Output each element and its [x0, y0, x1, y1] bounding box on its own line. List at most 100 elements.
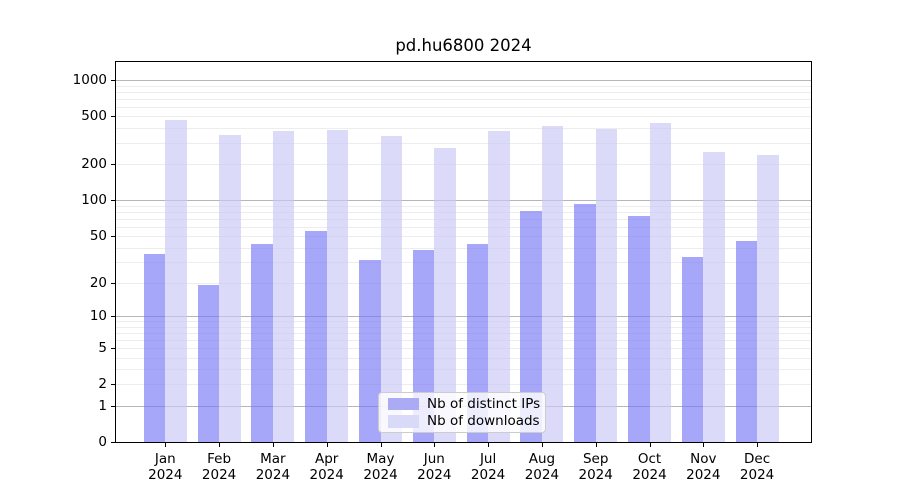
gridline-minor-4: [116, 357, 811, 359]
legend-swatch-downloads: [388, 415, 419, 428]
bar-distinct-ips-may: [359, 260, 381, 442]
gridline-minor-5: [116, 348, 811, 350]
x-tick-mark-jun: [434, 443, 436, 447]
legend-swatch-distinct-ips: [388, 397, 419, 410]
gridline-minor-6: [116, 340, 811, 342]
legend-label-downloads: Nb of downloads: [427, 413, 540, 430]
bar-downloads-nov: [703, 151, 725, 442]
x-tick-mark-may: [380, 443, 382, 447]
bar-downloads-sep: [595, 128, 618, 442]
chart-title: pd.hu6800 2024: [395, 36, 532, 55]
y-tick-mark-500: [111, 116, 115, 118]
y-tick-label-50: 50: [89, 228, 107, 245]
gridline-minor-300: [116, 143, 811, 145]
x-tick-label-aug: Aug 2024: [524, 451, 560, 483]
x-tick-label-jul: Jul 2024: [470, 451, 506, 483]
gridline-minor-700: [116, 98, 811, 100]
bar-downloads-feb: [219, 135, 241, 442]
legend-item-downloads: Nb of downloads: [379, 413, 545, 431]
gridline-minor-20: [116, 282, 811, 284]
bar-distinct-ips-sep: [574, 204, 596, 442]
y-tick-label-10: 10: [89, 308, 107, 325]
y-tick-label-5: 5: [98, 340, 107, 357]
x-tick-label-jun: Jun 2024: [417, 451, 452, 483]
gridline-minor-800: [116, 91, 811, 93]
bar-distinct-ips-dec: [735, 241, 758, 442]
x-tick-mark-aug: [541, 443, 543, 447]
x-tick-mark-jan: [165, 443, 167, 447]
y-tick-mark-5: [111, 348, 115, 350]
bar-downloads-may: [380, 136, 402, 442]
x-tick-label-oct: Oct 2024: [632, 451, 667, 483]
x-tick-label-nov: Nov 2024: [686, 451, 721, 483]
gridline-minor-400: [116, 128, 811, 130]
y-tick-label-1: 1: [98, 397, 107, 414]
y-tick-label-2: 2: [98, 376, 107, 393]
x-tick-mark-feb: [219, 443, 221, 447]
x-tick-label-may: May 2024: [363, 451, 398, 483]
gridline-minor-7: [116, 333, 811, 335]
y-tick-mark-50: [111, 236, 115, 238]
x-tick-label-dec: Dec 2024: [739, 451, 775, 483]
y-tick-label-1000: 1000: [72, 72, 107, 89]
x-tick-mark-mar: [272, 443, 274, 447]
gridline-minor-30: [116, 262, 811, 264]
gridline-minor-3: [116, 369, 811, 371]
x-tick-label-sep: Sep 2024: [578, 451, 613, 483]
gridline-minor-2: [116, 384, 811, 386]
gridline-minor-9: [116, 321, 811, 323]
x-tick-mark-dec: [757, 443, 759, 447]
y-tick-label-100: 100: [81, 192, 107, 209]
x-tick-label-jan: Jan 2024: [148, 451, 183, 483]
y-tick-label-500: 500: [81, 108, 107, 125]
bar-downloads-oct: [649, 122, 671, 442]
gridline-minor-200: [116, 164, 811, 166]
bar-distinct-ips-nov: [681, 257, 704, 442]
x-tick-mark-jul: [488, 443, 490, 447]
x-tick-mark-apr: [326, 443, 328, 447]
x-tick-label-apr: Apr 2024: [309, 451, 344, 483]
legend: Nb of distinct IPs Nb of downloads: [378, 392, 546, 433]
gridline-minor-60: [116, 226, 811, 228]
gridline-minor-8: [116, 326, 811, 328]
bar-downloads-jul: [488, 131, 510, 442]
gridline-minor-500: [116, 116, 811, 118]
bar-downloads-mar: [272, 131, 295, 442]
y-tick-label-0: 0: [98, 434, 107, 450]
gridline-minor-40: [116, 247, 811, 249]
y-tick-mark-1: [111, 405, 115, 407]
y-tick-mark-20: [111, 282, 115, 284]
x-tick-mark-oct: [649, 443, 651, 447]
gridline-minor-600: [116, 106, 811, 108]
legend-label-distinct-ips: Nb of distinct IPs: [427, 395, 541, 412]
y-tick-label-20: 20: [89, 274, 107, 291]
plot-area: [115, 61, 812, 443]
y-tick-mark-0: [111, 442, 115, 443]
gridline-minor-900: [116, 85, 811, 87]
gridline-major-100: [116, 200, 811, 202]
bar-distinct-ips-mar: [251, 243, 273, 442]
gridline-minor-90: [116, 205, 811, 207]
y-tick-label-200: 200: [81, 156, 107, 173]
bar-distinct-ips-feb: [197, 285, 220, 442]
x-tick-label-feb: Feb 2024: [201, 451, 237, 483]
x-tick-label-mar: Mar 2024: [255, 451, 291, 483]
legend-item-distinct-ips: Nb of distinct IPs: [379, 395, 545, 413]
bar-downloads-jun: [434, 147, 456, 442]
x-tick-mark-sep: [595, 443, 597, 447]
gridline-minor-50: [116, 236, 811, 238]
gridline-major-10: [116, 316, 811, 318]
bar-distinct-ips-aug: [520, 211, 542, 442]
y-tick-mark-2: [111, 384, 115, 386]
gridline-major-1000: [116, 80, 811, 82]
y-tick-mark-1000: [111, 80, 115, 82]
y-tick-mark-10: [111, 316, 115, 318]
x-tick-mark-nov: [703, 443, 705, 447]
bar-downloads-apr: [326, 129, 349, 442]
bar-distinct-ips-jan: [143, 254, 166, 442]
bar-downloads-aug: [541, 125, 564, 442]
bar-distinct-ips-apr: [305, 231, 327, 442]
y-tick-mark-200: [111, 164, 115, 166]
gridline-minor-80: [116, 211, 811, 213]
